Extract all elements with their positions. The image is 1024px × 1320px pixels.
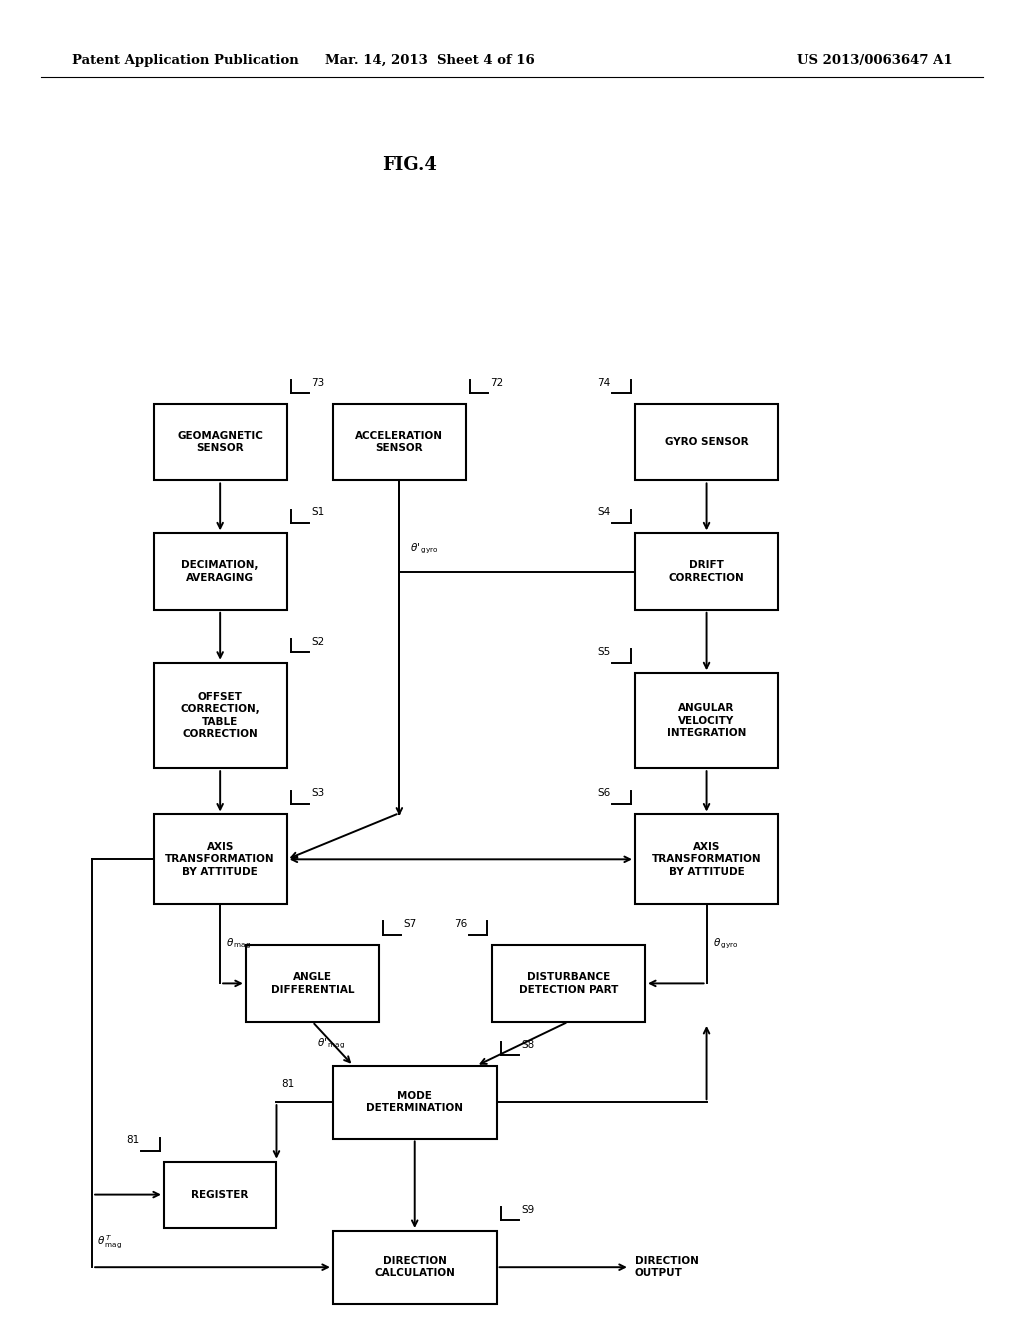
Text: $\theta_{\,\mathrm{mag}}$: $\theta_{\,\mathrm{mag}}$ (226, 937, 251, 950)
Bar (635, 533, 778, 610)
Text: S4: S4 (597, 507, 610, 517)
Bar (333, 1067, 497, 1138)
Text: GYRO SENSOR: GYRO SENSOR (665, 437, 749, 447)
Text: AXIS
TRANSFORMATION
BY ATTITUDE: AXIS TRANSFORMATION BY ATTITUDE (165, 842, 275, 876)
Text: 73: 73 (311, 378, 325, 388)
Text: S2: S2 (311, 636, 325, 647)
Text: S9: S9 (521, 1205, 535, 1214)
Bar (246, 945, 379, 1022)
Text: REGISTER: REGISTER (191, 1189, 249, 1200)
Text: ANGULAR
VELOCITY
INTEGRATION: ANGULAR VELOCITY INTEGRATION (667, 704, 746, 738)
Text: DRIFT
CORRECTION: DRIFT CORRECTION (669, 561, 744, 582)
Text: $\theta^{\,T}_{\,\mathrm{mag}}$: $\theta^{\,T}_{\,\mathrm{mag}}$ (97, 1234, 122, 1251)
Text: DECIMATION,
AVERAGING: DECIMATION, AVERAGING (181, 561, 259, 582)
Bar (154, 404, 287, 480)
Bar (154, 533, 287, 610)
Text: 76: 76 (454, 919, 467, 929)
Text: Patent Application Publication: Patent Application Publication (72, 54, 298, 67)
Text: $\theta_{\,\mathrm{gyro}}$: $\theta_{\,\mathrm{gyro}}$ (713, 937, 738, 950)
Text: S3: S3 (311, 788, 325, 799)
Text: MODE
DETERMINATION: MODE DETERMINATION (367, 1092, 463, 1113)
Text: FIG.4: FIG.4 (382, 156, 437, 174)
Text: $\theta\,\!'_{\,\mathrm{mag}}$: $\theta\,\!'_{\,\mathrm{mag}}$ (317, 1036, 345, 1051)
Text: $\theta\,\!'_{\,\mathrm{gyro}}$: $\theta\,\!'_{\,\mathrm{gyro}}$ (410, 541, 438, 556)
Text: 72: 72 (490, 378, 504, 388)
Text: S6: S6 (597, 788, 610, 799)
Text: AXIS
TRANSFORMATION
BY ATTITUDE: AXIS TRANSFORMATION BY ATTITUDE (651, 842, 762, 876)
Text: DISTURBANCE
DETECTION PART: DISTURBANCE DETECTION PART (518, 973, 618, 994)
Bar (635, 404, 778, 480)
Text: OFFSET
CORRECTION,
TABLE
CORRECTION: OFFSET CORRECTION, TABLE CORRECTION (180, 692, 260, 739)
Text: ANGLE
DIFFERENTIAL: ANGLE DIFFERENTIAL (270, 973, 354, 994)
Bar (164, 1162, 276, 1228)
Text: 74: 74 (597, 378, 610, 388)
Bar (492, 945, 645, 1022)
Text: 81: 81 (282, 1078, 295, 1089)
Text: DIRECTION
CALCULATION: DIRECTION CALCULATION (375, 1257, 455, 1278)
Text: GEOMAGNETIC
SENSOR: GEOMAGNETIC SENSOR (177, 432, 263, 453)
Text: S1: S1 (311, 507, 325, 517)
Bar (635, 814, 778, 904)
Bar (154, 814, 287, 904)
Bar (635, 673, 778, 768)
Bar (333, 404, 466, 480)
Bar (154, 663, 287, 768)
Text: S5: S5 (597, 647, 610, 657)
Text: S8: S8 (521, 1040, 535, 1049)
Text: 81: 81 (126, 1135, 139, 1146)
Text: S7: S7 (403, 919, 417, 929)
Text: US 2013/0063647 A1: US 2013/0063647 A1 (797, 54, 952, 67)
Text: ACCELERATION
SENSOR: ACCELERATION SENSOR (355, 432, 443, 453)
Bar (333, 1230, 497, 1304)
Text: Mar. 14, 2013  Sheet 4 of 16: Mar. 14, 2013 Sheet 4 of 16 (326, 54, 535, 67)
Text: DIRECTION
OUTPUT: DIRECTION OUTPUT (635, 1257, 698, 1278)
